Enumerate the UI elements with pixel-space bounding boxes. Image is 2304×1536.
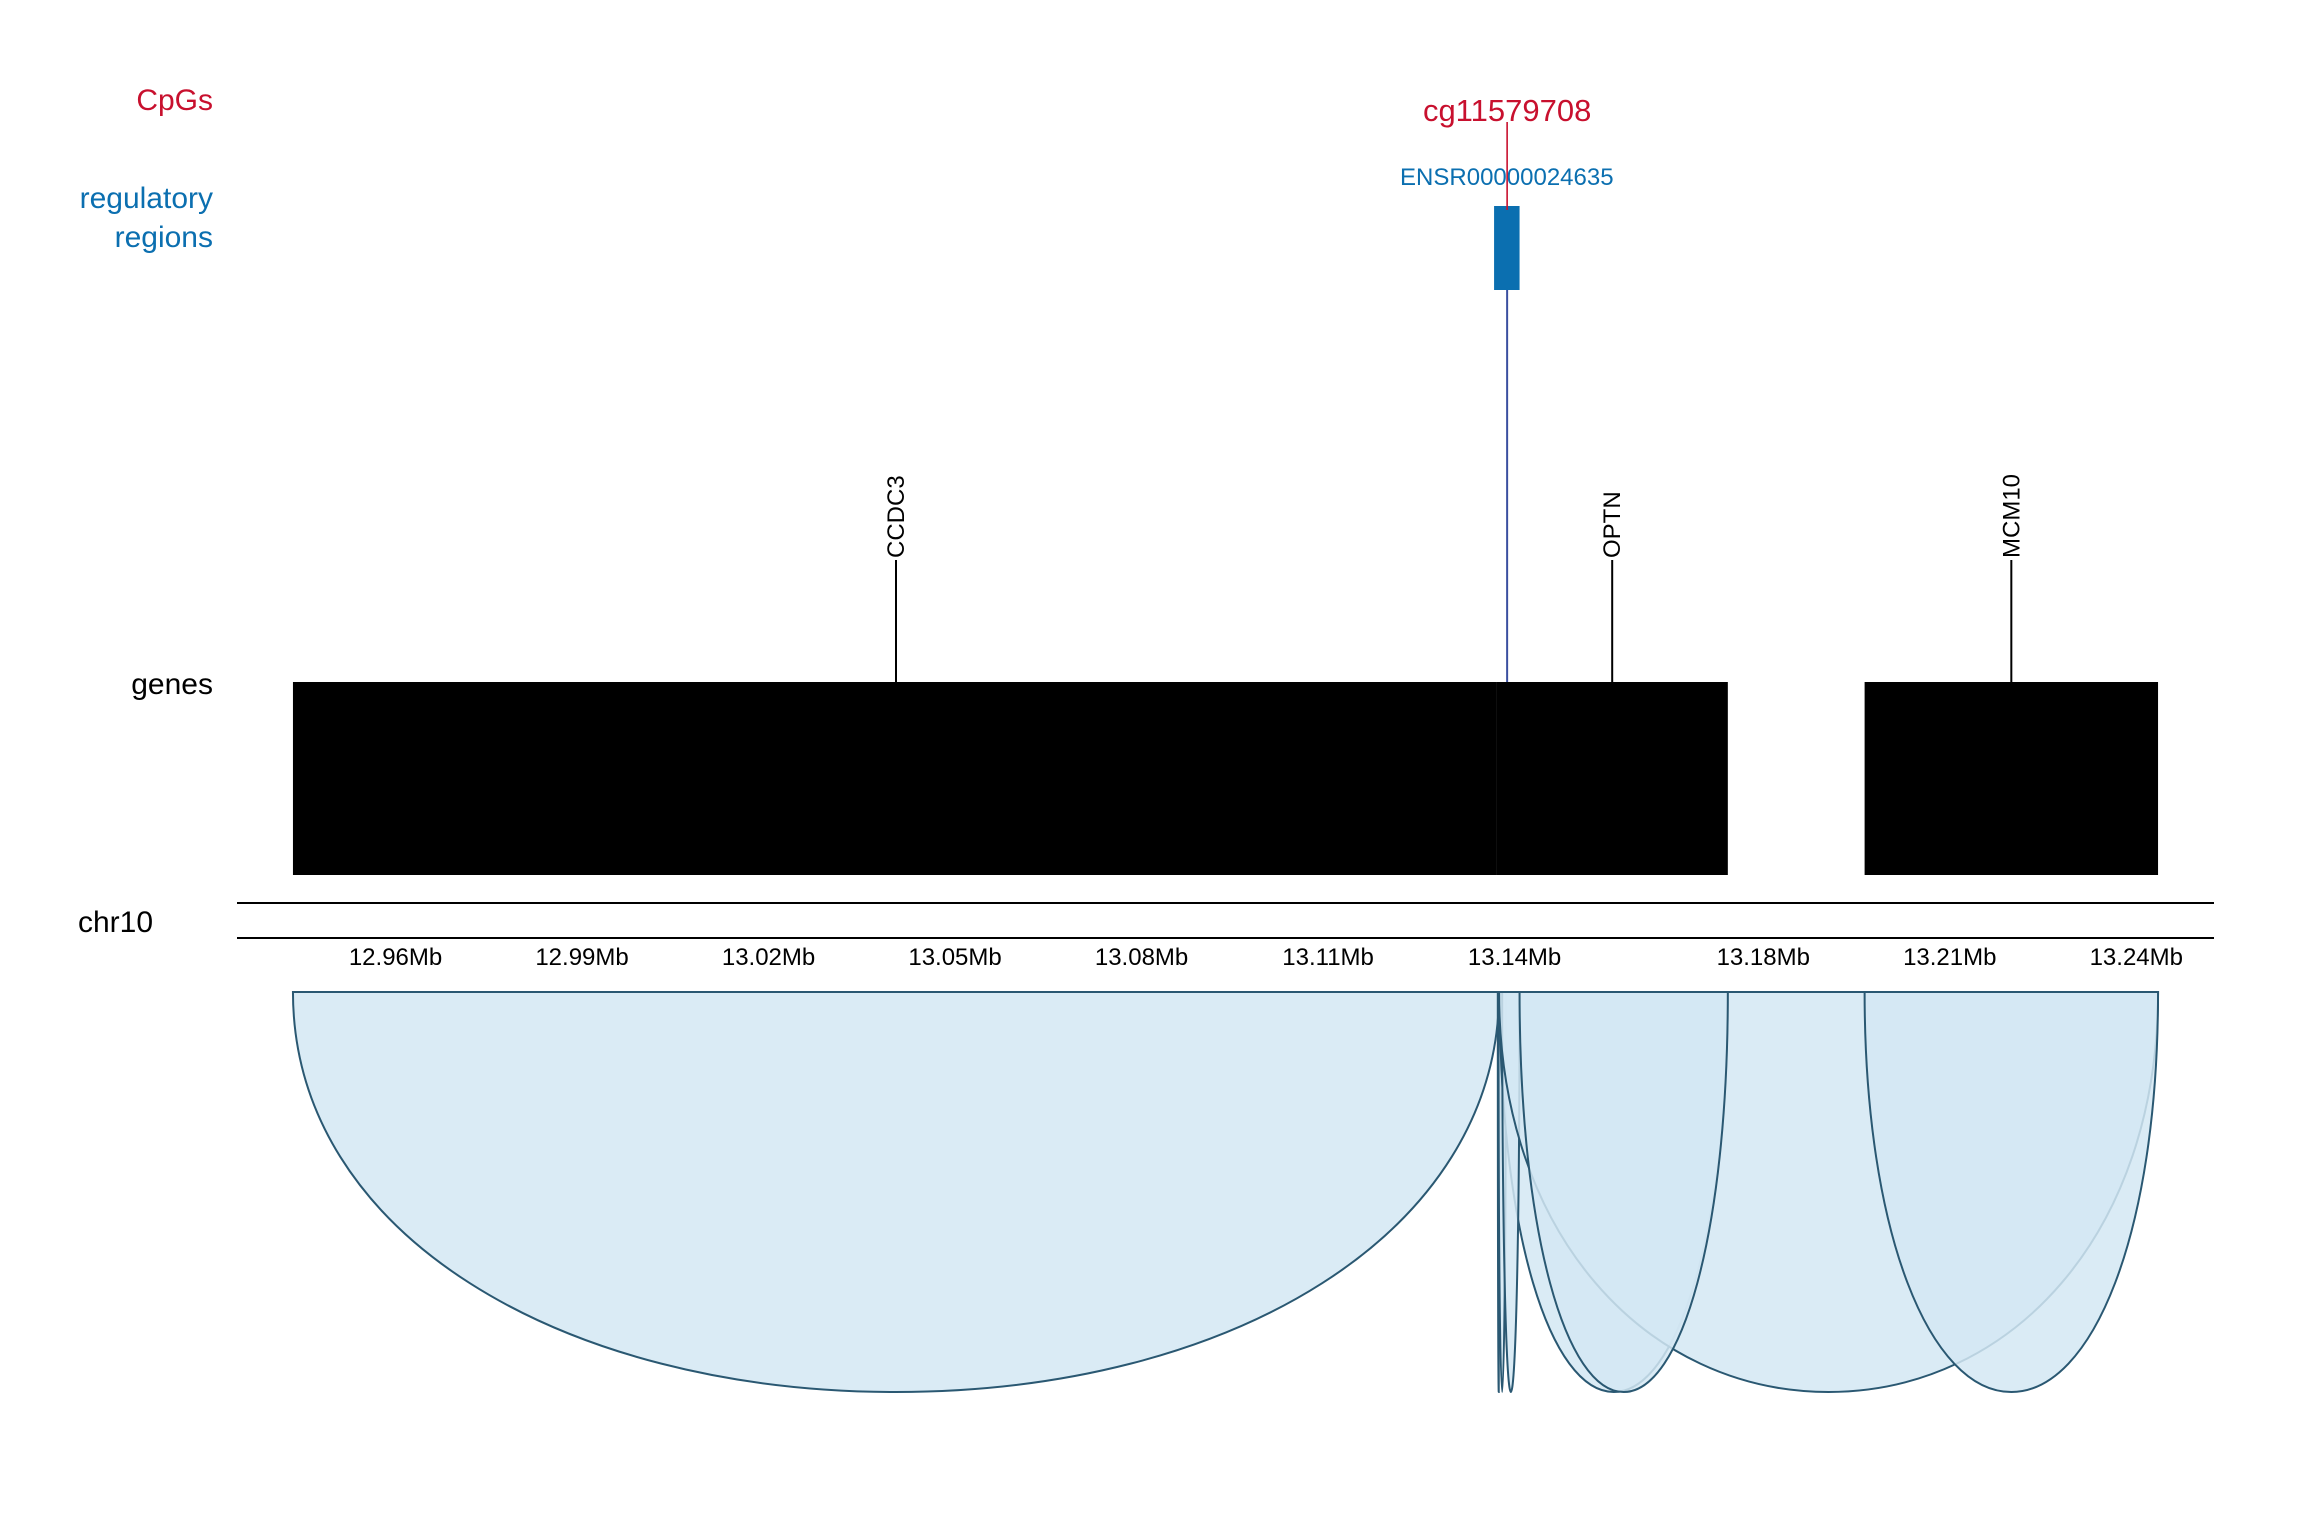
gene-label: OPTN [1599, 491, 1626, 558]
axis-tick-label: 13.24Mb [2090, 944, 2183, 971]
track-label-regulatory-line1: regulatory [80, 182, 213, 215]
gene-body [1864, 682, 2159, 875]
genome-axis: 12.96Mb 12.99Mb 13.02Mb 13.05Mb 13.08Mb 13.11… [237, 902, 2214, 971]
track-label-regulatory-line2: regions [115, 221, 213, 254]
gene-body [292, 682, 1497, 875]
cpg-label: cg11579708 [1423, 93, 1591, 128]
axis-tick-label: 13.18Mb [1717, 944, 1810, 971]
gene-track: CCDC3 OPTN MCM10 [292, 474, 2159, 875]
regulatory-region-box [1494, 206, 1520, 290]
track-label-chromosome: chr10 [78, 906, 153, 939]
axis-tick-label: 13.11Mb [1282, 944, 1374, 971]
interaction-links [291, 991, 2160, 1394]
gene-body [1496, 682, 1728, 875]
gene-label: CCDC3 [883, 475, 910, 558]
axis-tick-label: 13.21Mb [1903, 944, 1996, 971]
track-label-cpgs: CpGs [136, 84, 213, 117]
axis-tick-label: 13.05Mb [908, 944, 1001, 971]
cpg-track: cg11579708 [1423, 93, 1591, 682]
axis-tick-label: 12.99Mb [535, 944, 628, 971]
axis-tick-label: 13.14Mb [1468, 944, 1561, 971]
interaction-link-arc [291, 991, 1501, 1394]
track-label-genes: genes [131, 668, 213, 701]
axis-tick-label: 12.96Mb [349, 944, 442, 971]
interaction-link-arc [1518, 991, 1729, 1394]
interaction-link-arc [1863, 991, 2160, 1394]
gene-label: MCM10 [1998, 474, 2025, 558]
axis-tick-label: 13.02Mb [722, 944, 815, 971]
axis-tick-label: 13.08Mb [1095, 944, 1188, 971]
